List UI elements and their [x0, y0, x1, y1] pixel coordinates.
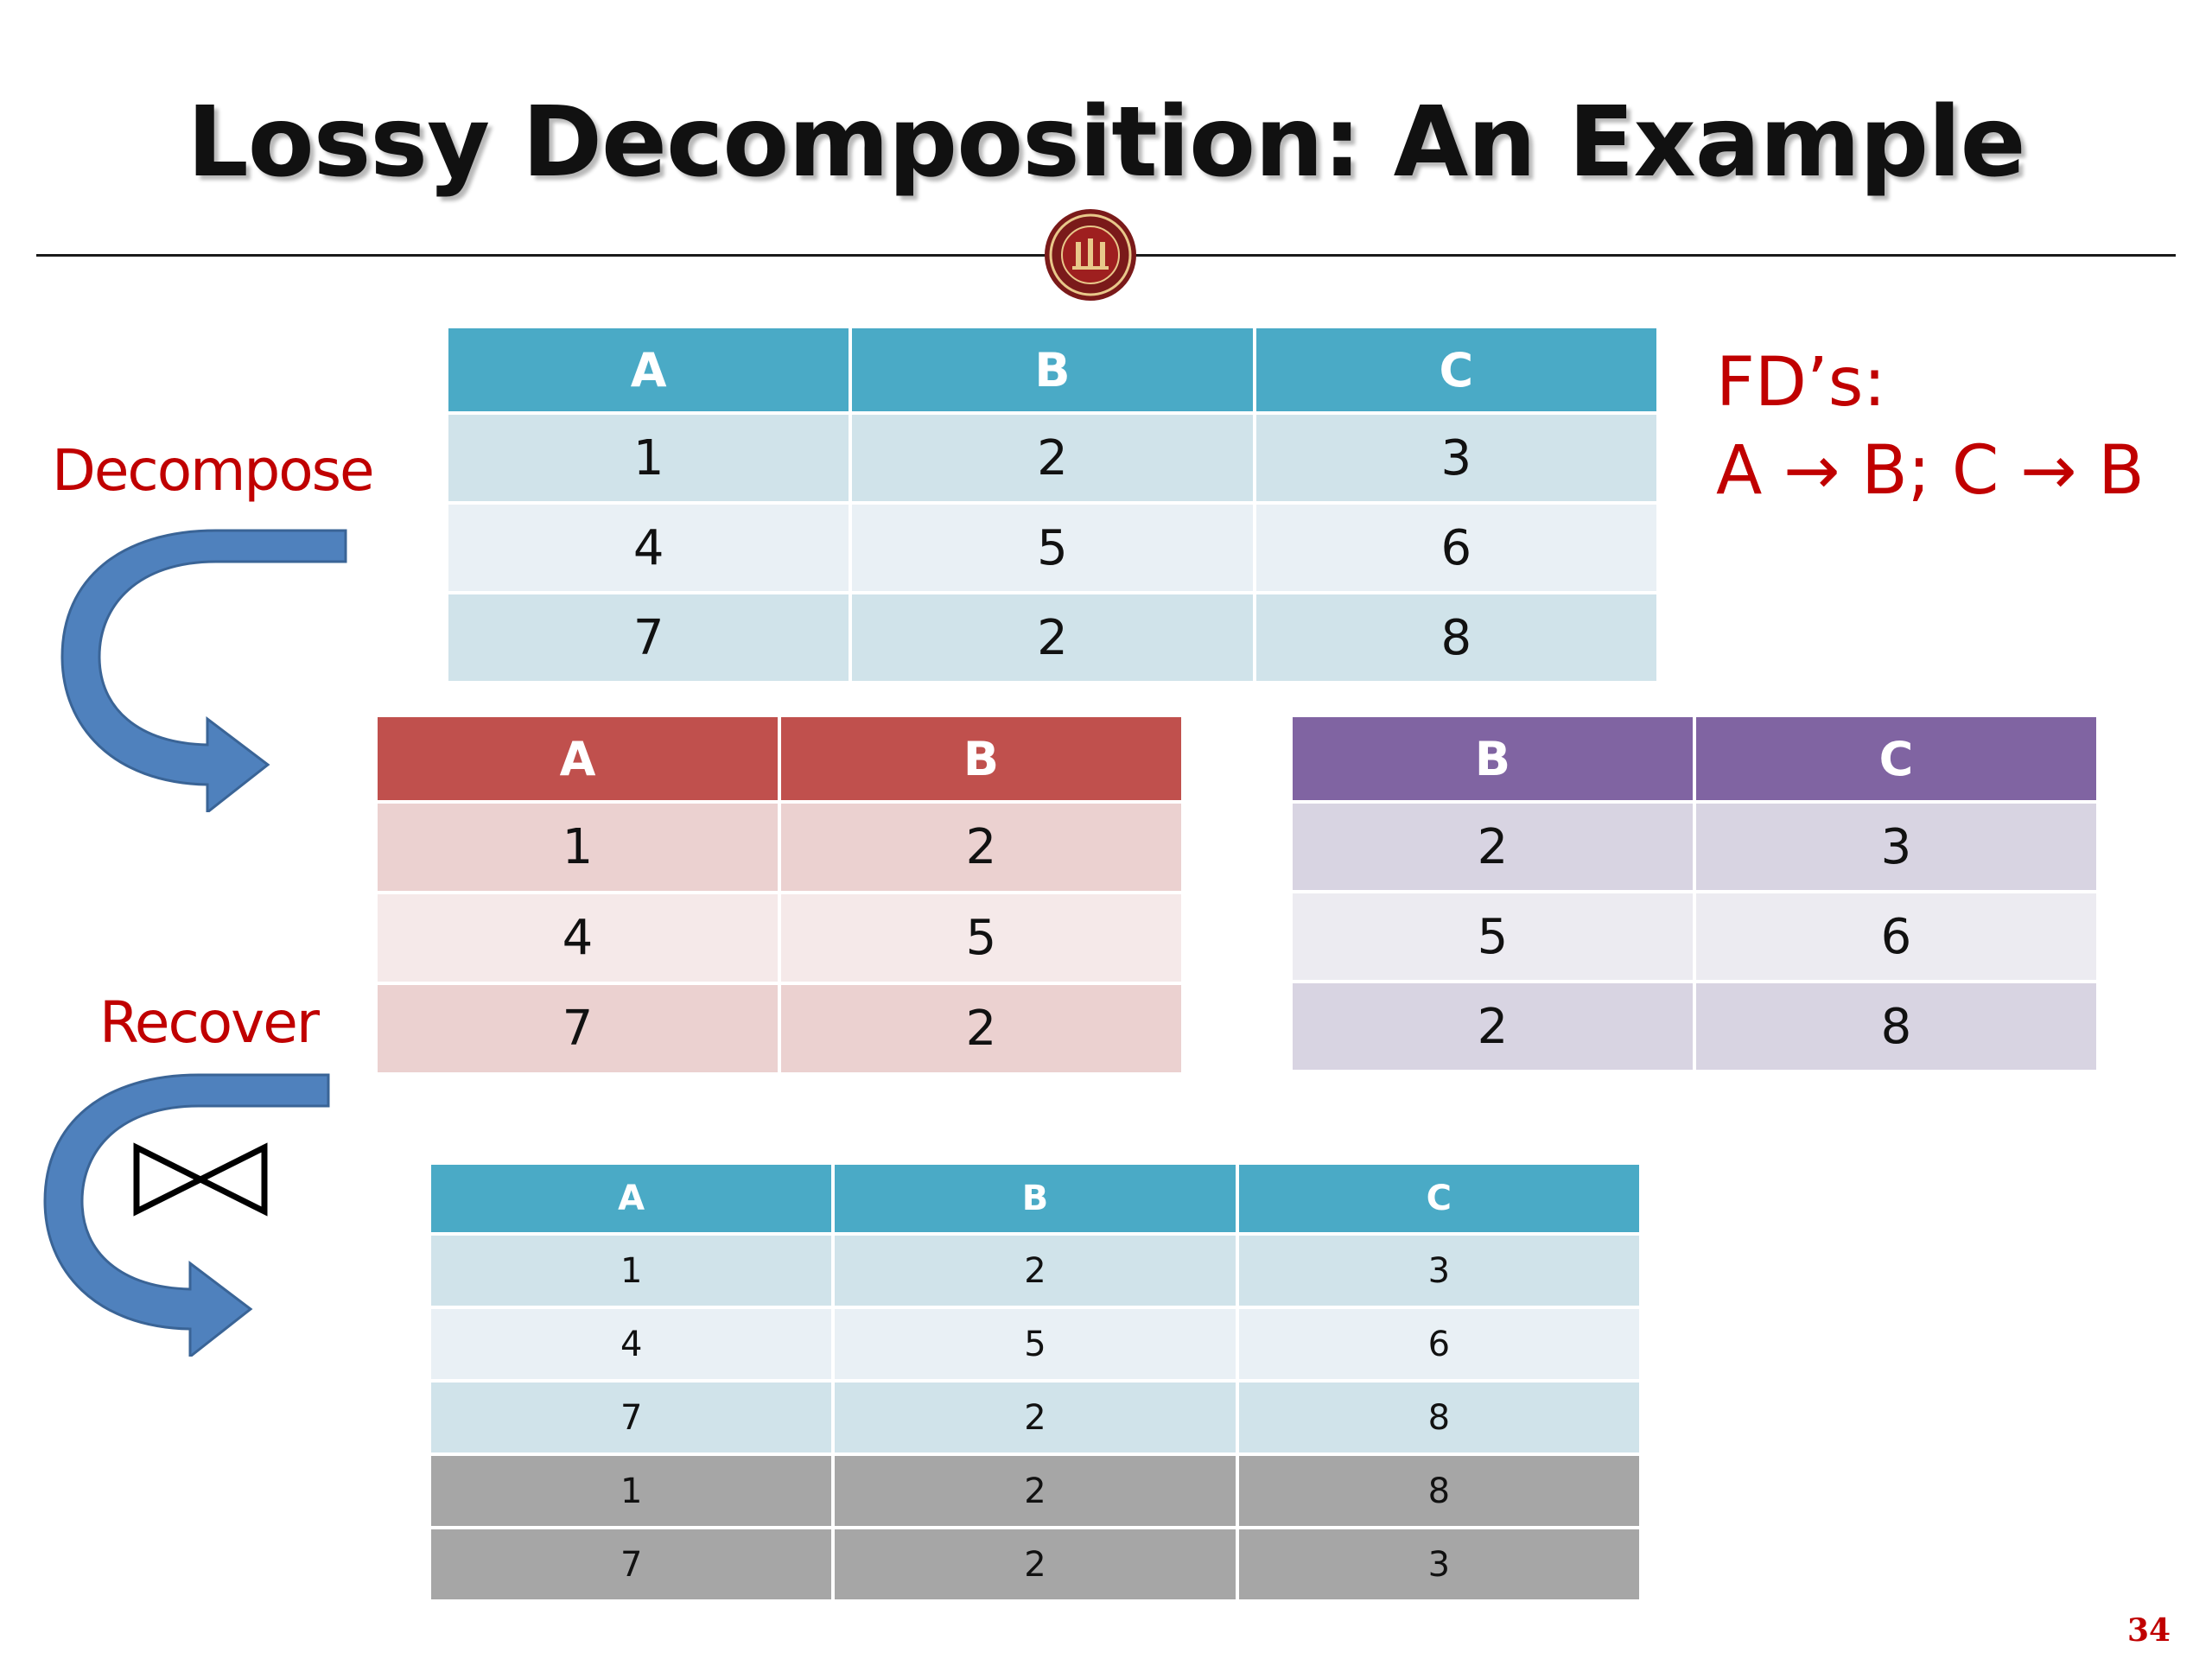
recovered-join-table: A B C 1 2 3 4 5 6 7 2 8 1 2 8 7 2 3	[428, 1161, 1643, 1603]
table-cell: 2	[781, 985, 1181, 1072]
decompose-label: Decompose	[52, 437, 375, 504]
column-header: C	[1255, 328, 1656, 411]
table-cell: 2	[835, 1456, 1236, 1526]
spurious-table-row: 7 2 3	[431, 1529, 1639, 1599]
table-cell: 1	[431, 1456, 832, 1526]
column-header: B	[852, 328, 1253, 411]
table-row: 4 5 6	[448, 505, 1656, 591]
ab-projection-table: A B 1 2 4 5 7 2	[374, 714, 1185, 1076]
recover-label: Recover	[99, 989, 320, 1056]
column-header: A	[378, 717, 778, 800]
table-row: 5 6	[1293, 893, 2096, 980]
table-cell: 6	[1696, 893, 2096, 980]
table-row: 2 8	[1293, 983, 2096, 1070]
table-row: 4 5 6	[431, 1309, 1639, 1379]
column-header: A	[431, 1165, 832, 1232]
table-cell: 6	[1255, 505, 1656, 591]
table-cell: 6	[1238, 1309, 1639, 1379]
column-header: B	[835, 1165, 1236, 1232]
table-cell: 2	[1293, 983, 1693, 1070]
table-cell: 3	[1238, 1236, 1639, 1306]
table-cell: 2	[835, 1236, 1236, 1306]
table-row: 4 5	[378, 894, 1181, 982]
column-header: B	[781, 717, 1181, 800]
table-cell: 2	[835, 1382, 1236, 1452]
table-cell: 8	[1238, 1456, 1639, 1526]
table-cell: 3	[1696, 804, 2096, 890]
curved-arrow-icon	[43, 1073, 330, 1357]
table-cell: 5	[1293, 893, 1693, 980]
table-cell: 4	[448, 505, 849, 591]
table-row: 7 2	[378, 985, 1181, 1072]
original-relation-table: A B C 1 2 3 4 5 6 7 2 8	[445, 325, 1660, 684]
column-header: C	[1696, 717, 2096, 800]
table-cell: 1	[448, 415, 849, 501]
table-cell: 2	[1293, 804, 1693, 890]
table-cell: 7	[431, 1529, 832, 1599]
table-cell: 1	[431, 1236, 832, 1306]
curved-arrow-icon	[60, 529, 347, 812]
table-row: 2 3	[1293, 804, 2096, 890]
fd-rules: A → B; C → B	[1716, 432, 2145, 510]
table-row: 1 2 3	[431, 1236, 1639, 1306]
natural-join-bowtie-icon	[133, 1142, 268, 1217]
table-cell: 7	[431, 1382, 832, 1452]
column-header: C	[1238, 1165, 1639, 1232]
table-cell: 5	[781, 894, 1181, 982]
table-cell: 7	[448, 594, 849, 681]
spurious-table-row: 1 2 8	[431, 1456, 1639, 1526]
table-cell: 4	[378, 894, 778, 982]
table-cell: 8	[1255, 594, 1656, 681]
page-number: 34	[2127, 1612, 2171, 1649]
table-row: 7 2 8	[448, 594, 1656, 681]
column-header: B	[1293, 717, 1693, 800]
table-header-row: B C	[1293, 717, 2096, 800]
table-cell: 2	[852, 415, 1253, 501]
slide-title: Lossy Decomposition: An Example	[187, 86, 2025, 199]
table-cell: 5	[852, 505, 1253, 591]
table-row: 1 2	[378, 804, 1181, 891]
bc-projection-table: B C 2 3 5 6 2 8	[1289, 714, 2100, 1073]
table-cell: 2	[852, 594, 1253, 681]
column-header: A	[448, 328, 849, 411]
university-seal-icon	[1045, 209, 1136, 301]
table-cell: 3	[1238, 1529, 1639, 1599]
table-cell: 8	[1238, 1382, 1639, 1452]
table-cell: 5	[835, 1309, 1236, 1379]
table-cell: 2	[835, 1529, 1236, 1599]
table-row: 7 2 8	[431, 1382, 1639, 1452]
table-cell: 7	[378, 985, 778, 1072]
table-header-row: A B	[378, 717, 1181, 800]
table-cell: 3	[1255, 415, 1656, 501]
table-header-row: A B C	[431, 1165, 1639, 1232]
table-cell: 4	[431, 1309, 832, 1379]
table-cell: 2	[781, 804, 1181, 891]
table-cell: 8	[1696, 983, 2096, 1070]
table-header-row: A B C	[448, 328, 1656, 411]
table-row: 1 2 3	[448, 415, 1656, 501]
fd-title: FD’s:	[1716, 344, 1886, 422]
table-cell: 1	[378, 804, 778, 891]
